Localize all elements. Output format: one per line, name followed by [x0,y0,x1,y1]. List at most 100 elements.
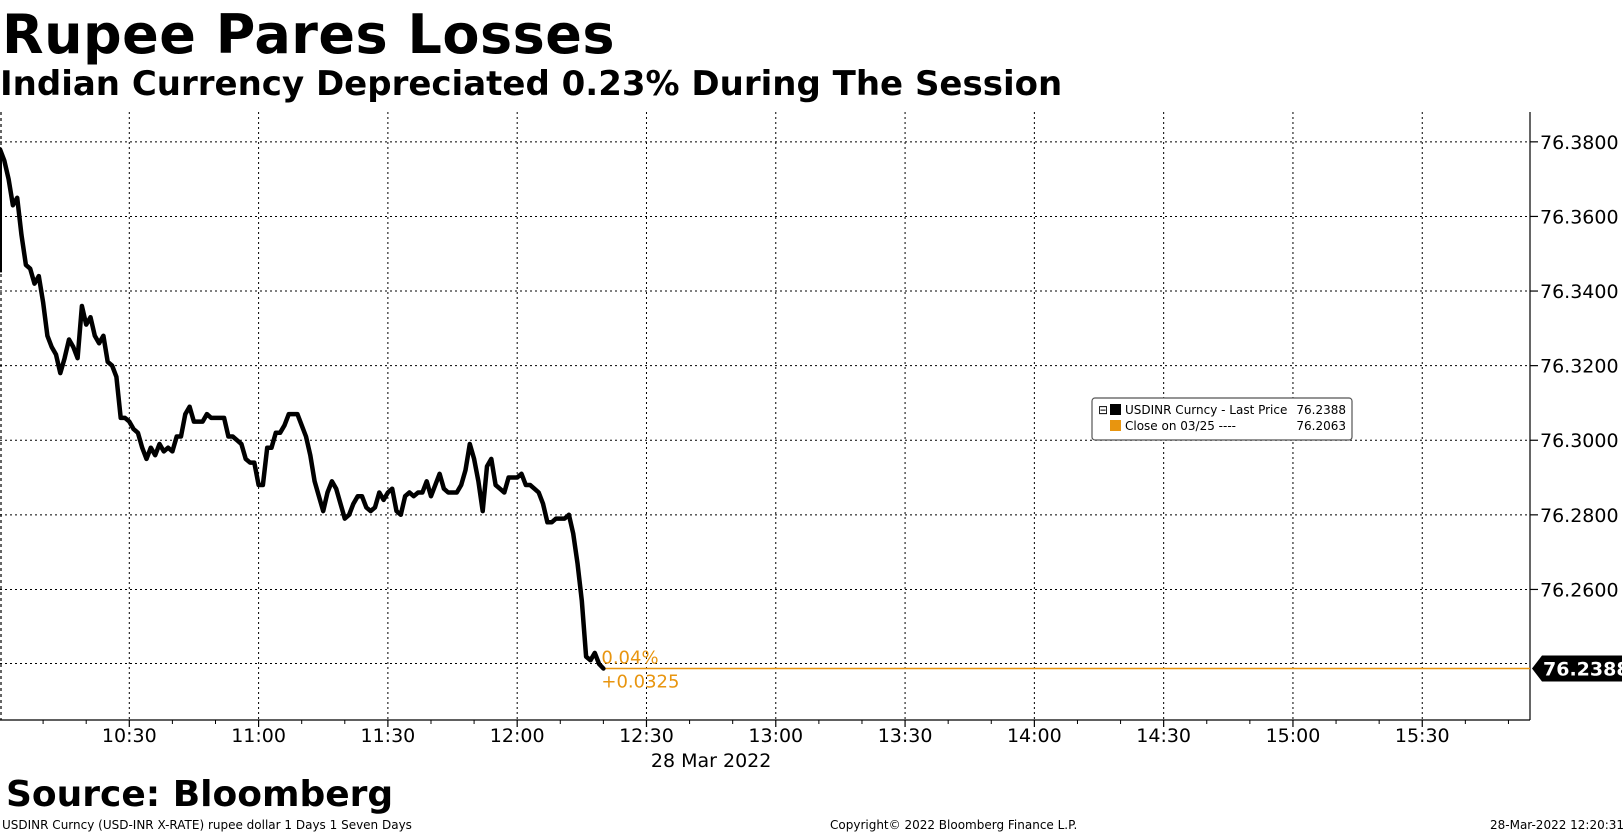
abs-change-annotation: +0.0325 [601,672,679,693]
series-point [270,447,273,449]
chart-subtitle: Indian Currency Depreciated 0.23% During… [0,64,1063,104]
series-point [322,510,324,512]
series-point [585,655,587,658]
x-tick-label: 15:30 [1395,725,1450,747]
source-label: Source: Bloomberg [6,774,394,815]
series-point [124,417,126,419]
y-tick-label: 76.3400 [1540,281,1619,303]
series-point [581,600,583,602]
series-point [326,491,329,494]
series-point [206,413,208,415]
series-point [387,491,389,494]
series-point [253,462,255,464]
legend-collapse-icon[interactable]: ⊟ [1098,403,1108,417]
series-point [223,417,225,419]
y-tick-label: 76.3000 [1540,430,1619,452]
series-point [361,495,363,497]
legend-entry-last-price: USDINR Curncy - Last Price [1125,403,1287,417]
series-point [189,406,191,408]
series-point [141,447,143,449]
series-point [477,480,479,482]
series-point [525,484,527,486]
series-point [283,424,286,426]
legend-value-last-price: 76.2388 [1296,403,1346,417]
series-point [145,458,148,460]
series-point [33,282,36,285]
series-point [456,491,458,494]
series-point [214,417,217,419]
series-point [46,335,49,337]
series-point [559,517,561,520]
series-point [538,491,540,494]
series-point [404,495,406,497]
series-point [232,435,234,438]
y-tick-label: 76.3200 [1540,356,1619,378]
series-point [443,488,445,490]
series-point [473,458,475,460]
series-point [520,473,523,475]
series-point [589,659,592,661]
series-point [275,432,277,434]
series-point [133,428,135,430]
series-point [439,473,441,475]
y-tick-label: 76.3600 [1540,206,1619,228]
series-point [296,413,298,415]
series-point [29,268,31,270]
series-point [128,420,130,423]
series-point [490,458,492,460]
vertical-gridlines [128,112,1423,727]
series-point [374,506,376,508]
series-point [417,491,419,494]
series-points [0,148,604,670]
series-point [400,514,402,516]
series-point [507,476,510,479]
x-tick-label: 12:00 [490,725,545,747]
series-point [107,361,109,363]
series-point [568,514,570,516]
series-point [318,495,320,497]
series-point [3,159,5,162]
series-point [154,454,156,456]
series-point [512,476,514,479]
series-point [344,517,346,520]
series-point [102,335,105,337]
series-point [288,413,290,415]
series-point [163,450,165,453]
y-tick-label: 76.2600 [1540,579,1619,601]
series-point [594,652,596,654]
series-point [357,495,359,497]
series-point [210,417,212,419]
series-point [331,480,333,482]
series-point [81,305,83,307]
x-minor-ticks [42,720,1509,724]
series-point [305,435,307,438]
series-point [279,432,281,434]
series-point [167,447,169,449]
series-point [219,417,221,419]
series-point [85,324,87,326]
series-point [430,495,432,497]
series-point [59,372,61,374]
y-tick-label: 76.3800 [1540,132,1619,154]
series-point [460,484,462,486]
series-point [68,338,70,341]
series-point [301,424,303,426]
series-point [64,357,66,359]
legend-entry-close: Close on 03/25 ---- [1125,419,1236,433]
last-value-badge-shape [1532,655,1622,682]
footer-timestamp: 28-Mar-2022 12:20:31 [1490,818,1624,832]
series-point [236,439,238,441]
footer-series-description: USDINR Curncy (USD-INR X-RATE) rupee dol… [2,818,412,832]
series-point [421,491,423,494]
pct-change-annotation: 0.04% [601,648,658,669]
series-point [447,491,449,494]
series-point [413,495,415,497]
x-tick-label: 11:00 [231,725,286,747]
legend-swatch-last-price [1110,404,1121,415]
series-point [486,465,488,467]
series-point [551,521,553,523]
series-point [120,417,122,419]
x-tick-label: 10:30 [102,725,157,747]
series-point [451,491,454,494]
series-point [249,462,251,464]
